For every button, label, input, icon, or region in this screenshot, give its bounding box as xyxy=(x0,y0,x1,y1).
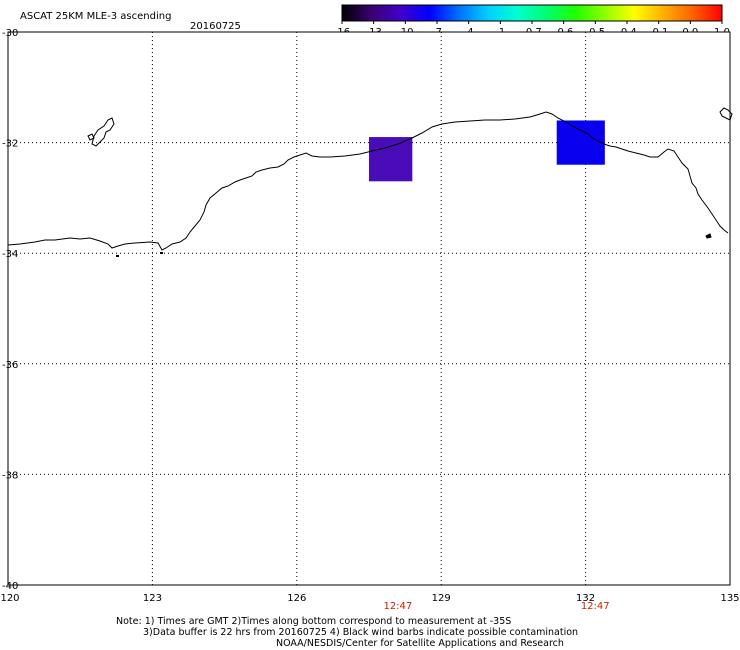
longitude-label: 120 xyxy=(0,593,19,604)
latitude-label: -30 xyxy=(2,28,18,39)
latitude-label: -34 xyxy=(2,249,18,260)
wind-cell xyxy=(556,120,605,165)
longitude-label: 123 xyxy=(143,593,162,604)
plot-frame xyxy=(7,31,731,586)
latitude-label: -40 xyxy=(2,581,18,592)
time-label: 12:47 xyxy=(581,601,610,612)
island-kangaroo xyxy=(719,107,733,121)
latitude-label: -38 xyxy=(2,470,18,481)
longitude-label: 132 xyxy=(576,593,595,604)
product-date: 20160725 xyxy=(190,21,241,32)
coastline-south-australia xyxy=(7,111,729,251)
island-recherche xyxy=(91,117,115,147)
islet-small-2 xyxy=(160,252,163,254)
longitude-label: 135 xyxy=(720,593,739,604)
time-label: 12:47 xyxy=(383,601,412,612)
colorbar xyxy=(341,4,723,24)
footer-note-2: 3)Data buffer is 22 hrs from 20160725 4)… xyxy=(143,627,579,638)
time-labels: 12:47 12:47 xyxy=(383,601,609,612)
latitude-labels: -30 -32 -34 -36 -38 -40 xyxy=(2,28,18,592)
longitude-labels: 120 123 126 129 132 135 xyxy=(0,593,739,604)
longitude-label: 129 xyxy=(432,593,451,604)
footer-credit: NOAA/NESDIS/Center for Satellite Applica… xyxy=(276,638,564,649)
islet-small-1 xyxy=(116,255,119,257)
wind-cell xyxy=(369,137,413,182)
longitude-label: 126 xyxy=(287,593,306,604)
latitude-label: -32 xyxy=(2,139,18,150)
latitude-label: -36 xyxy=(2,360,18,371)
plot-area xyxy=(7,31,733,586)
footer-note-1: Note: 1) Times are GMT 2)Times along bot… xyxy=(116,616,512,627)
islet-east xyxy=(705,233,712,239)
wind-cells xyxy=(369,120,605,182)
product-title: ASCAT 25KM MLE-3 ascending xyxy=(20,11,171,22)
colorbar-gradient xyxy=(341,4,723,22)
island-west xyxy=(87,133,95,141)
